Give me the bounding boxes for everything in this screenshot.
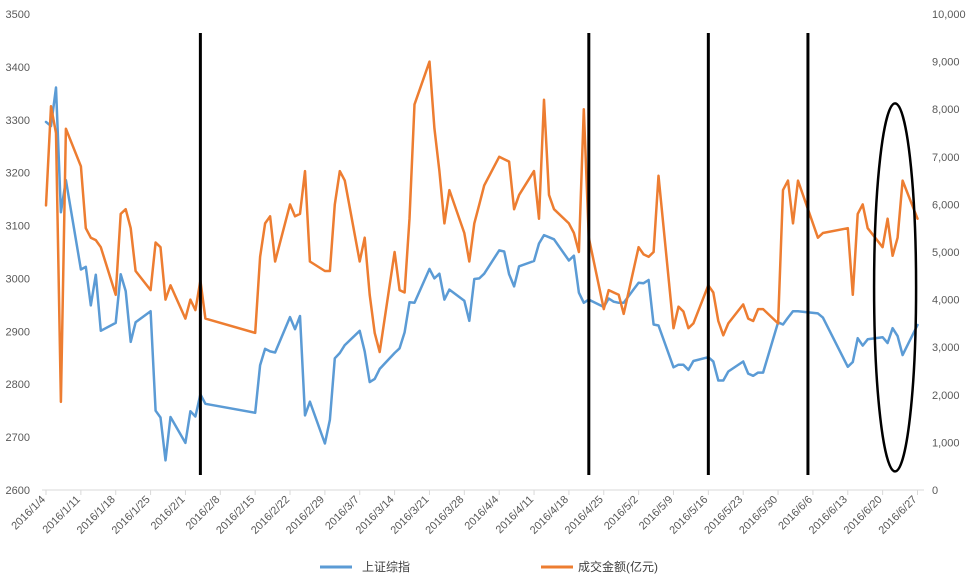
y-left-tick-label: 3300 [6, 115, 30, 127]
y-right-tick-label: 5,000 [932, 247, 960, 259]
y-left-tick-label: 2700 [6, 432, 30, 444]
series-line-turnover [44, 60, 919, 404]
series-layer [44, 60, 919, 462]
y-right-tick-label: 7,000 [932, 152, 960, 164]
x-tick-label: 2016/2/29 [284, 494, 327, 537]
y-left-tick-label: 3100 [6, 221, 30, 233]
y-left-tick-label: 2800 [6, 379, 30, 391]
y-right-tick-label: 8,000 [932, 104, 960, 116]
y-left-tick-label: 3500 [6, 9, 30, 21]
y-left-tick-label: 3400 [6, 62, 30, 74]
x-tick-label: 2016/3/28 [423, 494, 466, 537]
y-right-tick-label: 6,000 [932, 199, 960, 211]
y-left-tick-label: 2900 [6, 326, 30, 338]
x-tick-label: 2016/2/1 [149, 494, 188, 533]
y-right-tick-label: 3,000 [932, 342, 960, 354]
y-right-tick-label: 2,000 [932, 390, 960, 402]
annotation-ellipse [872, 102, 918, 473]
x-tick-label: 2016/5/30 [737, 494, 780, 537]
series-line-shanghai-composite [44, 86, 919, 462]
legend-label-turnover: 成交金额(亿元) [578, 559, 658, 574]
legend: 上证综指 成交金额(亿元) [320, 559, 658, 574]
y-right-tick-label: 10,000 [932, 9, 966, 21]
y-right-tick-label: 0 [932, 485, 938, 497]
x-tick-label: 2016/6/27 [877, 494, 920, 537]
y-left-tick-label: 3000 [6, 273, 30, 285]
y-left-tick-label: 2600 [6, 485, 30, 497]
x-tick-label: 2016/4/25 [563, 494, 606, 537]
legend-label-shanghai-composite: 上证综指 [362, 559, 410, 574]
y-right-tick-label: 1,000 [932, 437, 960, 449]
x-tick-label: 2016/1/25 [110, 494, 153, 537]
y-right-tick-label: 4,000 [932, 295, 960, 307]
y-left-tick-label: 3200 [6, 168, 30, 180]
annotation-layer [198, 33, 918, 475]
y-right-tick-label: 9,000 [932, 57, 960, 69]
x-tick-label: 2016/5/2 [602, 494, 641, 533]
